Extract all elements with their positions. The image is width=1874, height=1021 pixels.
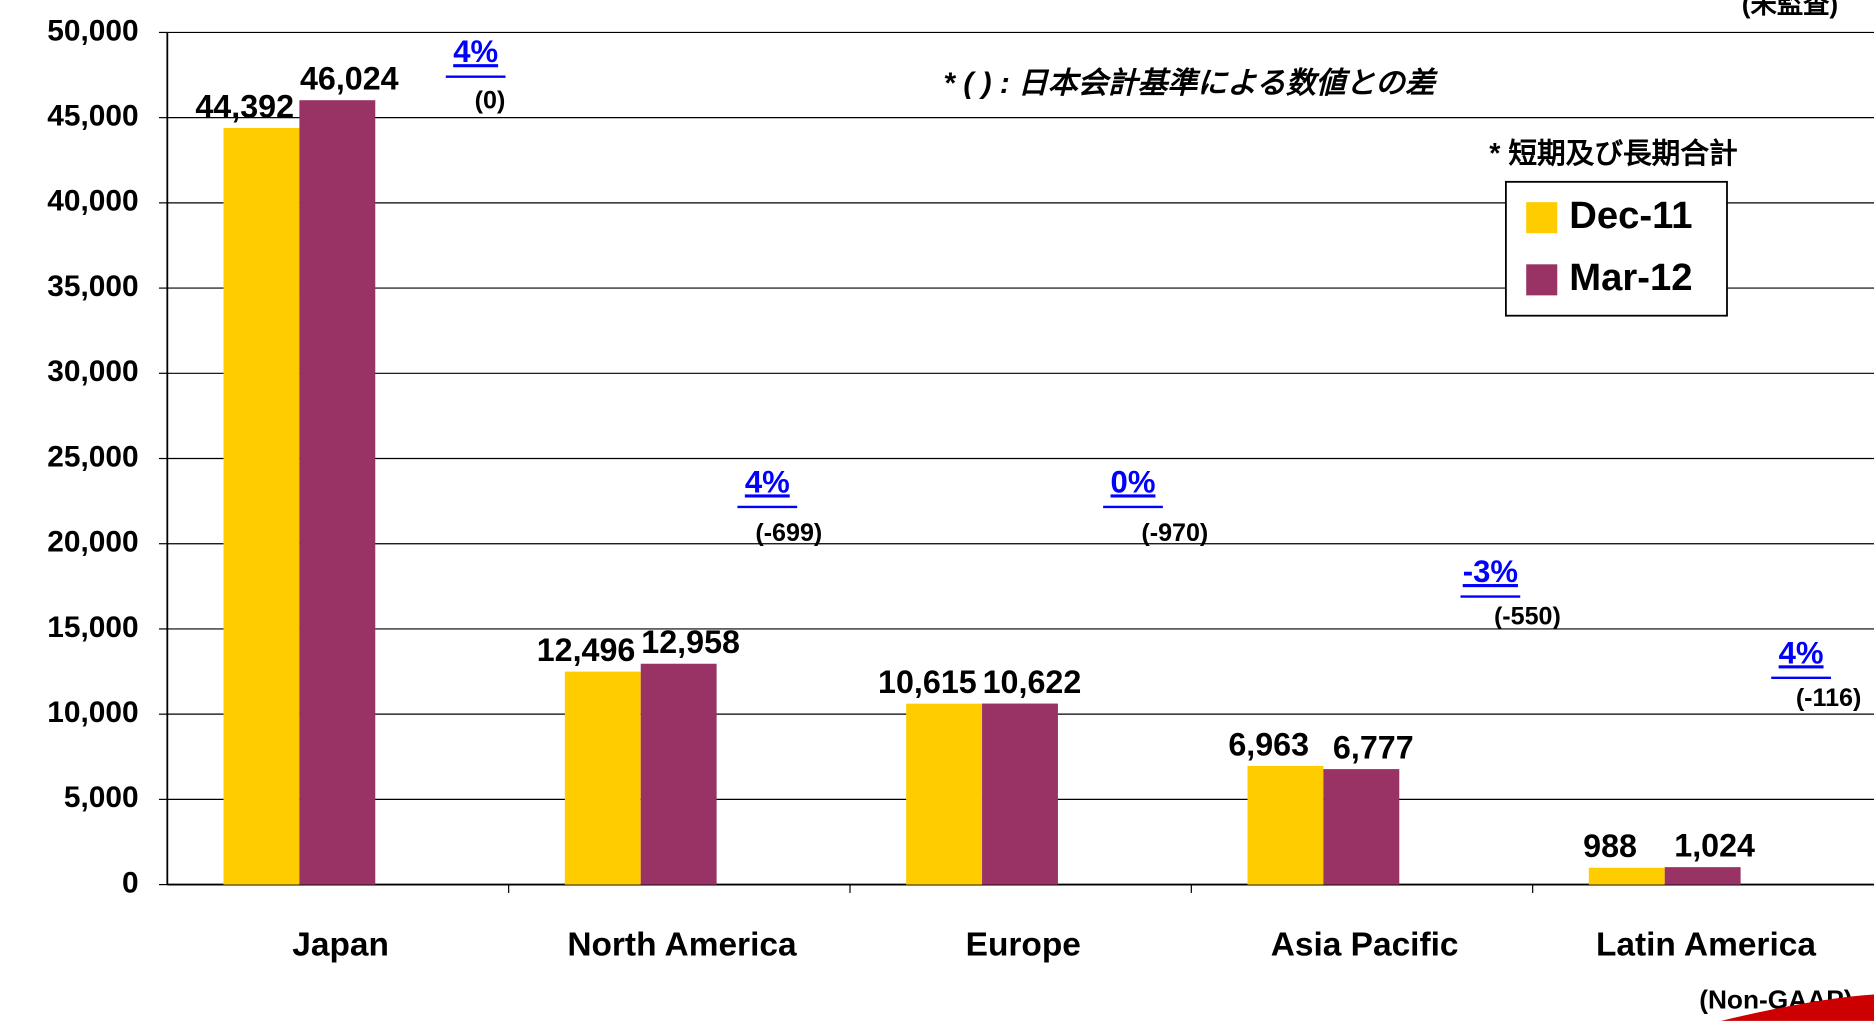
y-tick-label: 30,000 [47, 355, 138, 388]
bar [906, 703, 983, 885]
y-tick-label: 10,000 [47, 696, 138, 729]
y-tick-label: 35,000 [47, 270, 138, 303]
value-label: 988 [1583, 828, 1637, 864]
y-tick-label: 50,000 [47, 14, 138, 47]
value-label: 12,496 [537, 632, 636, 668]
bar [640, 663, 717, 885]
legend-label: Mar-12 [1569, 256, 1692, 299]
difference-label: (-550) [1494, 603, 1561, 631]
bar [982, 703, 1058, 885]
value-label: 6,777 [1333, 729, 1414, 765]
change-label: -3% [1463, 554, 1518, 589]
difference-label: (-970) [1141, 519, 1208, 547]
bar [1664, 867, 1741, 885]
value-label: 44,392 [195, 88, 294, 124]
value-label: 12,958 [641, 624, 740, 660]
bar [299, 100, 376, 885]
x-tick-label: Latin America [1596, 927, 1816, 964]
note-unaudited: (未監査) [1742, 0, 1838, 19]
y-tick-label: 0 [122, 866, 139, 899]
bar [1588, 867, 1665, 885]
change-label: 4% [1779, 635, 1824, 670]
value-label: 46,024 [300, 61, 399, 97]
note-total: * 短期及び長期合計 [1489, 137, 1738, 170]
bar [223, 128, 300, 885]
x-tick-label: Japan [292, 927, 389, 964]
bar [1247, 765, 1324, 885]
y-tick-label: 5,000 [64, 781, 139, 814]
value-label: 1,024 [1674, 828, 1755, 864]
value-label: 10,615 [878, 664, 977, 700]
legend-label: Dec-11 [1569, 194, 1692, 237]
bar [564, 671, 641, 885]
y-tick-label: 25,000 [47, 440, 138, 473]
value-label: 6,963 [1228, 726, 1309, 762]
change-label: 4% [745, 464, 790, 499]
y-tick-label: 15,000 [47, 611, 138, 644]
legend-swatch [1526, 202, 1558, 234]
change-label: 0% [1111, 464, 1156, 499]
y-tick-label: 20,000 [47, 526, 138, 559]
note-difference: * ( ) : 日本会計基準による数値との差 [943, 67, 1438, 100]
change-label: 4% [453, 34, 498, 69]
x-tick-label: Europe [966, 927, 1081, 964]
y-tick-label: 45,000 [47, 100, 138, 133]
y-tick-label: 40,000 [47, 185, 138, 218]
difference-label: (-116) [1796, 684, 1862, 712]
x-tick-label: Asia Pacific [1271, 927, 1459, 964]
logo-swoosh [1721, 994, 1874, 1021]
value-label: 10,622 [983, 664, 1082, 700]
legend-swatch [1526, 264, 1558, 296]
x-tick-label: North America [567, 927, 797, 964]
bar [1323, 769, 1400, 885]
difference-label: (0) [475, 86, 506, 114]
difference-label: (-699) [755, 519, 822, 547]
